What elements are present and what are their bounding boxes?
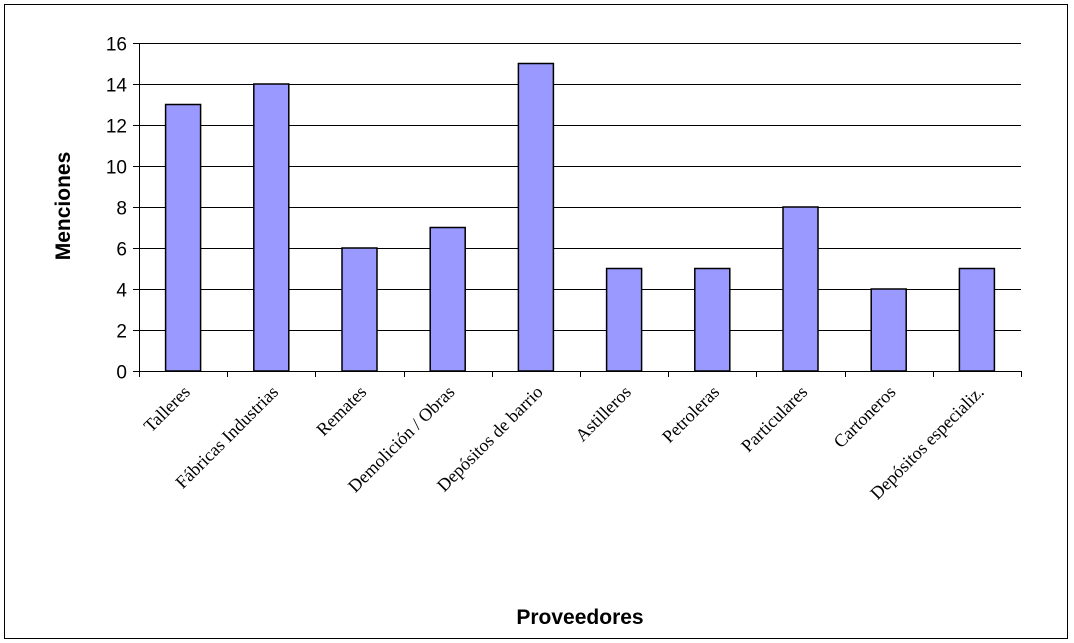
- bar: [694, 267, 731, 372]
- axes: [133, 43, 1022, 377]
- y-tick-label: 12: [106, 117, 127, 138]
- y-tick-label: 4: [116, 281, 127, 302]
- y-tick-label: 2: [116, 322, 127, 343]
- y-tick-label: 0: [116, 363, 127, 384]
- y-axis-title: Menciones: [52, 152, 75, 261]
- x-tick-label: Particulares: [737, 382, 811, 456]
- x-tick-label: Remates: [312, 382, 370, 440]
- x-tick-label: Cartoneros: [830, 382, 900, 452]
- bar: [164, 103, 202, 372]
- y-tick-labels: 0 2 4 6 8 10 12 14 16: [106, 35, 128, 384]
- x-tick-label: Astilleros: [571, 382, 635, 446]
- bars: [164, 62, 996, 372]
- x-axis-title: Proveedores: [516, 606, 643, 629]
- bar: [429, 226, 466, 372]
- bar: [870, 288, 907, 372]
- bar: [782, 206, 819, 372]
- y-tick-label: 10: [106, 158, 127, 179]
- y-tick-label: 16: [106, 35, 127, 56]
- y-tick-label: 8: [116, 199, 127, 220]
- x-tick-label: Petroleras: [658, 382, 723, 447]
- bar: [253, 83, 290, 372]
- bar: [605, 267, 643, 372]
- bar: [517, 62, 555, 372]
- bar: [958, 267, 996, 372]
- bar: [341, 247, 378, 372]
- y-tick-label: 6: [116, 240, 127, 261]
- y-tick-label: 14: [106, 76, 128, 97]
- x-tick-label: Talleres: [140, 382, 194, 436]
